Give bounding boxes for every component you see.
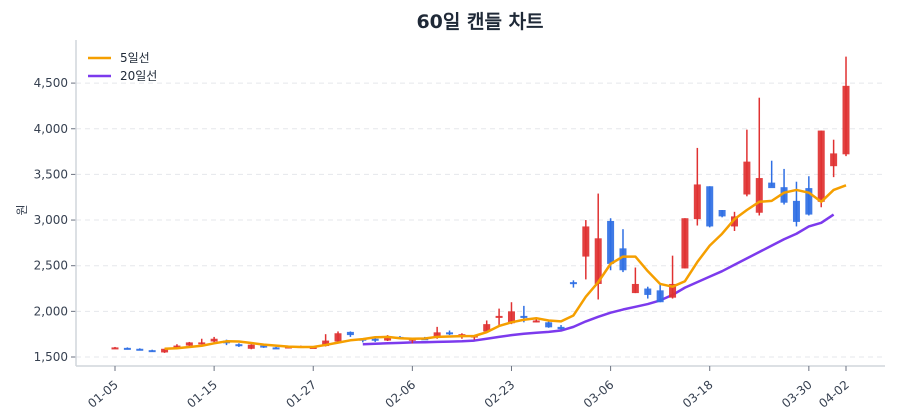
candle [805,176,813,216]
x-tick-label: 01-27 [283,378,319,411]
candle [148,349,156,353]
candle [111,346,119,350]
candle [173,344,181,348]
candle [334,331,342,343]
candle [247,344,255,350]
axes: 1,500 2,000 2,500 3,000 3,500 4,000 4,500 01-05… [34,40,885,411]
x-tick-label: 03-30 [779,378,815,411]
candle [161,348,169,353]
x-tick-label: 01-15 [184,378,220,411]
x-tick-label: 03-06 [581,378,617,411]
candle [569,280,577,288]
candle [495,308,503,326]
y-tick-label: 4,000 [34,122,68,136]
candle [136,348,144,351]
candle [507,302,515,325]
candle [718,210,726,218]
candle [693,147,701,226]
candle [780,168,788,205]
ma20-line [362,213,835,346]
candle [198,338,206,345]
candle [210,336,218,343]
y-tick-label: 2,500 [34,259,68,273]
candle [272,346,280,350]
legend-ma5-label: 5일선 [120,51,150,65]
y-tick-label: 4,500 [34,76,68,90]
candles [111,56,850,353]
y-tick-label: 3,000 [34,213,68,227]
candle [346,331,354,337]
candle [768,160,776,189]
legend-ma20-label: 20일선 [120,69,157,83]
x-tick-label: 03-18 [680,378,716,411]
candle [557,325,565,330]
chart-title: 60일 캔들 차트 [416,11,543,33]
y-tick-label: 2,000 [34,304,68,318]
candle [656,284,664,303]
candle [483,320,491,333]
candle [830,139,838,178]
candle [743,129,751,197]
candle [842,56,850,157]
candle [681,218,689,269]
candle [582,220,590,280]
y-tick-label: 3,500 [34,167,68,181]
candle [446,330,454,336]
candle [817,130,825,208]
candle [792,181,800,227]
y-axis-title: 원 [15,204,29,215]
candle [185,341,193,347]
legend: 5일선 20일선 [88,51,157,83]
candle [669,255,677,299]
x-tick-label: 01-05 [85,378,121,411]
candle [706,186,714,228]
candle [631,267,639,294]
candle [731,211,738,232]
gridlines [76,82,885,358]
candle [235,343,243,347]
candle [123,347,131,350]
x-tick-label: 02-06 [383,378,419,411]
candle [545,320,553,328]
candle [619,229,627,273]
candle [607,218,615,271]
candle [644,286,652,299]
x-tick-label: 04-02 [816,378,852,411]
candle [755,97,763,216]
x-tick-label: 02-23 [482,378,518,411]
ma5-line [164,184,847,351]
candle [371,338,379,342]
y-tick-label: 1,500 [34,350,68,364]
